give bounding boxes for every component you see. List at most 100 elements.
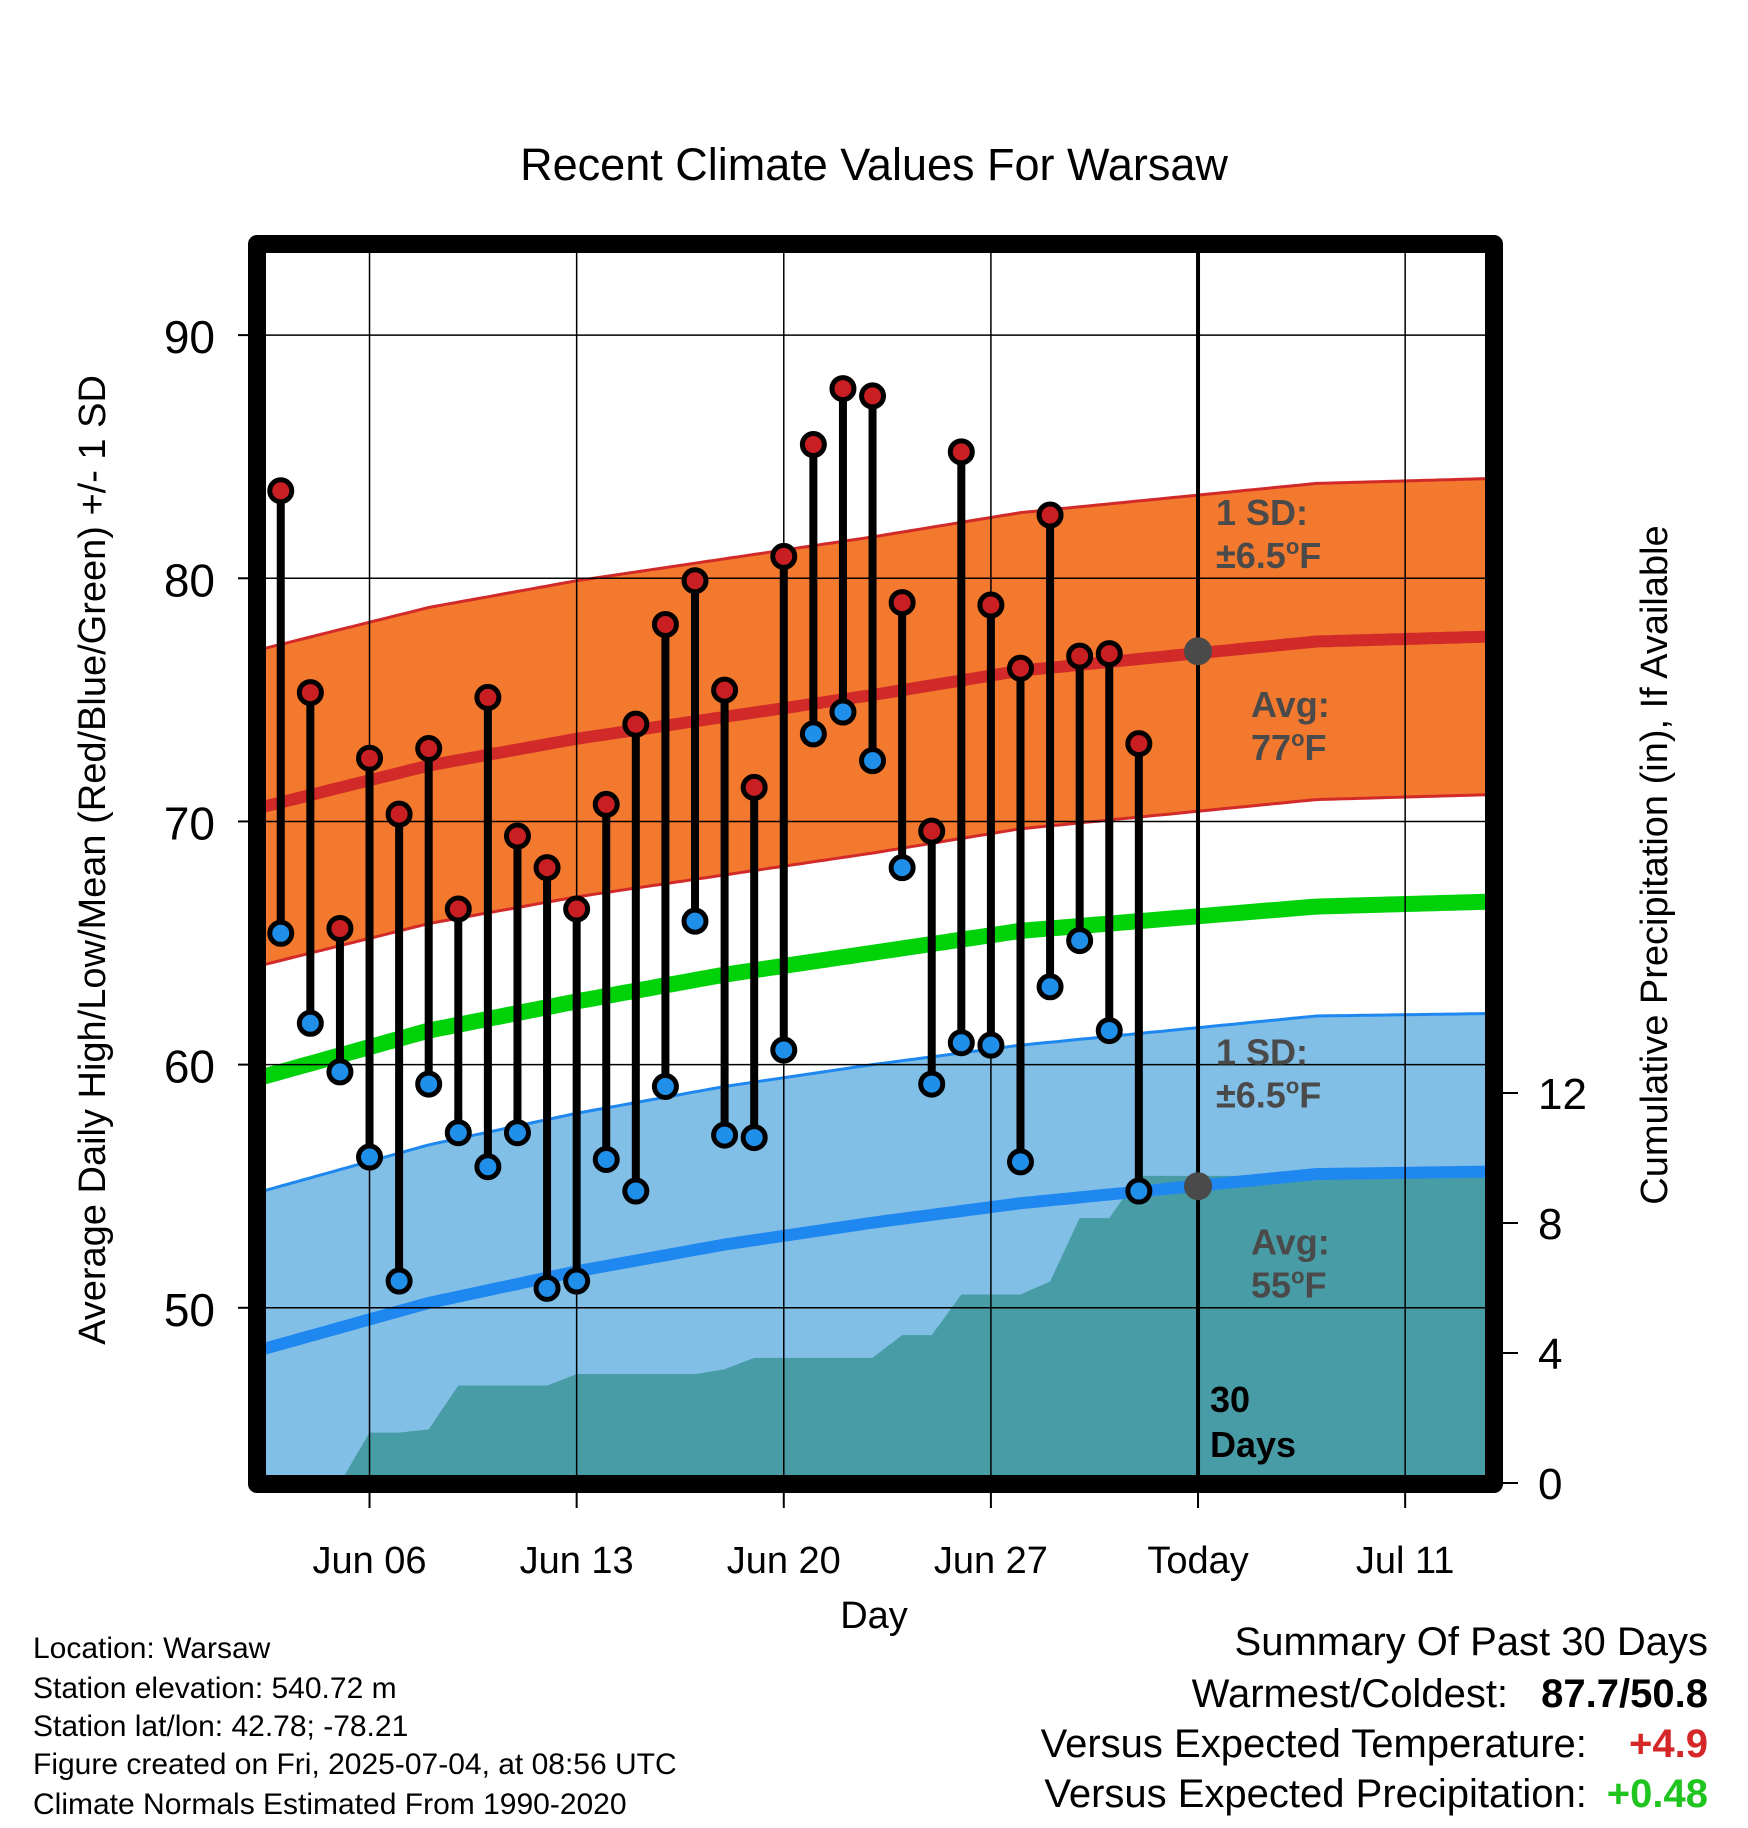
daily-high-point xyxy=(415,734,443,762)
temp-value: +4.9 xyxy=(1629,1722,1708,1766)
precip-value: +0.48 xyxy=(1606,1772,1708,1816)
daily-low-point xyxy=(740,1124,768,1152)
daily-low-point xyxy=(385,1267,413,1295)
y2-axis-label: Cumulative Precipitation (in), If Availa… xyxy=(1634,525,1676,1204)
y2-tick-label: 12 xyxy=(1538,1070,1587,1119)
daily-low-point xyxy=(622,1177,650,1205)
precip-area xyxy=(263,1175,1488,1478)
normal-mean-line xyxy=(263,893,1488,1085)
daily-high-point xyxy=(356,744,384,772)
x-tick-label: Jun 27 xyxy=(934,1540,1048,1582)
daily-low-point xyxy=(977,1031,1005,1059)
daily-low-point xyxy=(888,854,916,882)
low-sd-annotation: 1 SD: ±6.5oF xyxy=(1216,1032,1321,1116)
daily-low-point xyxy=(267,919,295,947)
daily-high-point xyxy=(1125,730,1153,758)
summary-precip: Versus Expected Precipitation: +0.48 xyxy=(1044,1772,1708,1817)
y2-tick-label: 0 xyxy=(1538,1460,1562,1509)
daily-low-point xyxy=(1006,1148,1034,1176)
daily-high-point xyxy=(681,567,709,595)
daily-low-point xyxy=(326,1058,354,1086)
daily-low-point xyxy=(918,1070,946,1098)
today-low-marker xyxy=(1184,1172,1213,1201)
summary-temp: Versus Expected Temperature: +4.9 xyxy=(1041,1722,1708,1767)
daily-high-point xyxy=(799,431,827,459)
low-sd-band xyxy=(263,1013,1488,1478)
daily-low-point xyxy=(592,1145,620,1173)
daily-high-point xyxy=(651,610,679,638)
daily-high-point xyxy=(622,710,650,738)
daily-high-point xyxy=(1006,654,1034,682)
temp-label: Versus Expected Temperature: xyxy=(1040,1722,1587,1766)
plot-clip-group: 1 SD: ±6.5oF Avg: 77oF 1 SD: ±6.5oF Avg: 55oF 30… xyxy=(263,250,1488,1478)
daily-low-point xyxy=(474,1153,502,1181)
latlon-text: Station lat/lon: 42.78; -78.21 xyxy=(33,1710,409,1743)
high-sd-annotation: 1 SD: ±6.5oF xyxy=(1216,492,1321,576)
normals-text: Climate Normals Estimated From 1990-2020 xyxy=(33,1788,627,1821)
daily-high-point xyxy=(385,800,413,828)
warm-cold-value: 87.7/50.8 xyxy=(1541,1672,1708,1716)
y-tick-label: 60 xyxy=(164,1041,215,1093)
daily-low-point xyxy=(563,1267,591,1295)
daily-high-point xyxy=(563,895,591,923)
daily-high-point xyxy=(474,683,502,711)
x-tick-label: Jun 13 xyxy=(520,1540,634,1582)
daily-high-point xyxy=(592,790,620,818)
summary-warm-cold: Warmest/Coldest: 87.7/50.8 xyxy=(1192,1672,1708,1717)
y-tick-label: 50 xyxy=(164,1284,215,1336)
x-tick-label: Jun 20 xyxy=(727,1540,841,1582)
daily-high-point xyxy=(947,438,975,466)
daily-high-point xyxy=(1036,501,1064,529)
daily-high-point xyxy=(859,382,887,410)
y-tick-label: 80 xyxy=(164,554,215,606)
daily-high-point xyxy=(977,591,1005,619)
daily-high-point xyxy=(829,375,857,403)
summary-title-text: Summary Of Past 30 Days xyxy=(1234,1620,1708,1664)
warm-cold-label: Warmest/Coldest: xyxy=(1191,1672,1509,1716)
daily-high-point xyxy=(296,679,324,707)
daily-high-point xyxy=(740,773,768,801)
x-axis-label: Day xyxy=(840,1595,908,1637)
daily-low-point xyxy=(533,1274,561,1302)
daily-low-point xyxy=(681,907,709,935)
daily-high-point xyxy=(533,854,561,882)
today-high-marker xyxy=(1184,637,1213,666)
normal-low-line xyxy=(263,1165,1488,1355)
daily-low-point xyxy=(503,1119,531,1147)
daily-low-point xyxy=(799,720,827,748)
y2-tick-label: 4 xyxy=(1538,1330,1562,1379)
daily-high-point xyxy=(1066,642,1094,670)
today-days-label: 30 Days xyxy=(1210,1379,1296,1465)
daily-low-point xyxy=(1095,1017,1123,1045)
summary-title: Summary Of Past 30 Days xyxy=(1235,1620,1708,1665)
daily-high-point xyxy=(326,914,354,942)
daily-low-point xyxy=(415,1070,443,1098)
daily-high-point xyxy=(888,589,916,617)
x-tick-label: Jul 11 xyxy=(1356,1540,1455,1582)
daily-low-point xyxy=(829,698,857,726)
daily-high-point xyxy=(1095,640,1123,668)
daily-low-point xyxy=(444,1119,472,1147)
y-tick-label: 70 xyxy=(164,797,215,849)
plot-area: 1 SD: ±6.5oF Avg: 77oF 1 SD: ±6.5oF Avg: 55oF 30… xyxy=(164,235,1587,1582)
daily-low-point xyxy=(770,1036,798,1064)
daily-low-point xyxy=(651,1072,679,1100)
daily-low-point xyxy=(356,1143,384,1171)
daily-low-point xyxy=(1066,927,1094,955)
y-tick-label: 90 xyxy=(164,311,215,363)
daily-low-point xyxy=(296,1009,324,1037)
daily-low-point xyxy=(1125,1177,1153,1205)
daily-high-point xyxy=(444,895,472,923)
daily-high-point xyxy=(711,676,739,704)
created-text: Figure created on Fri, 2025-07-04, at 08… xyxy=(33,1748,677,1781)
daily-high-point xyxy=(918,817,946,845)
daily-high-point xyxy=(267,477,295,505)
x-tick-label: Jun 06 xyxy=(312,1540,426,1582)
avg-high-annotation: Avg: 77oF xyxy=(1251,684,1330,768)
elevation-text: Station elevation: 540.72 m xyxy=(33,1672,397,1705)
daily-low-point xyxy=(1036,973,1064,1001)
y-axis-label: Average Daily High/Low/Mean (Red/Blue/Gr… xyxy=(72,375,114,1345)
x-tick-label: Today xyxy=(1147,1540,1248,1582)
daily-low-point xyxy=(859,747,887,775)
